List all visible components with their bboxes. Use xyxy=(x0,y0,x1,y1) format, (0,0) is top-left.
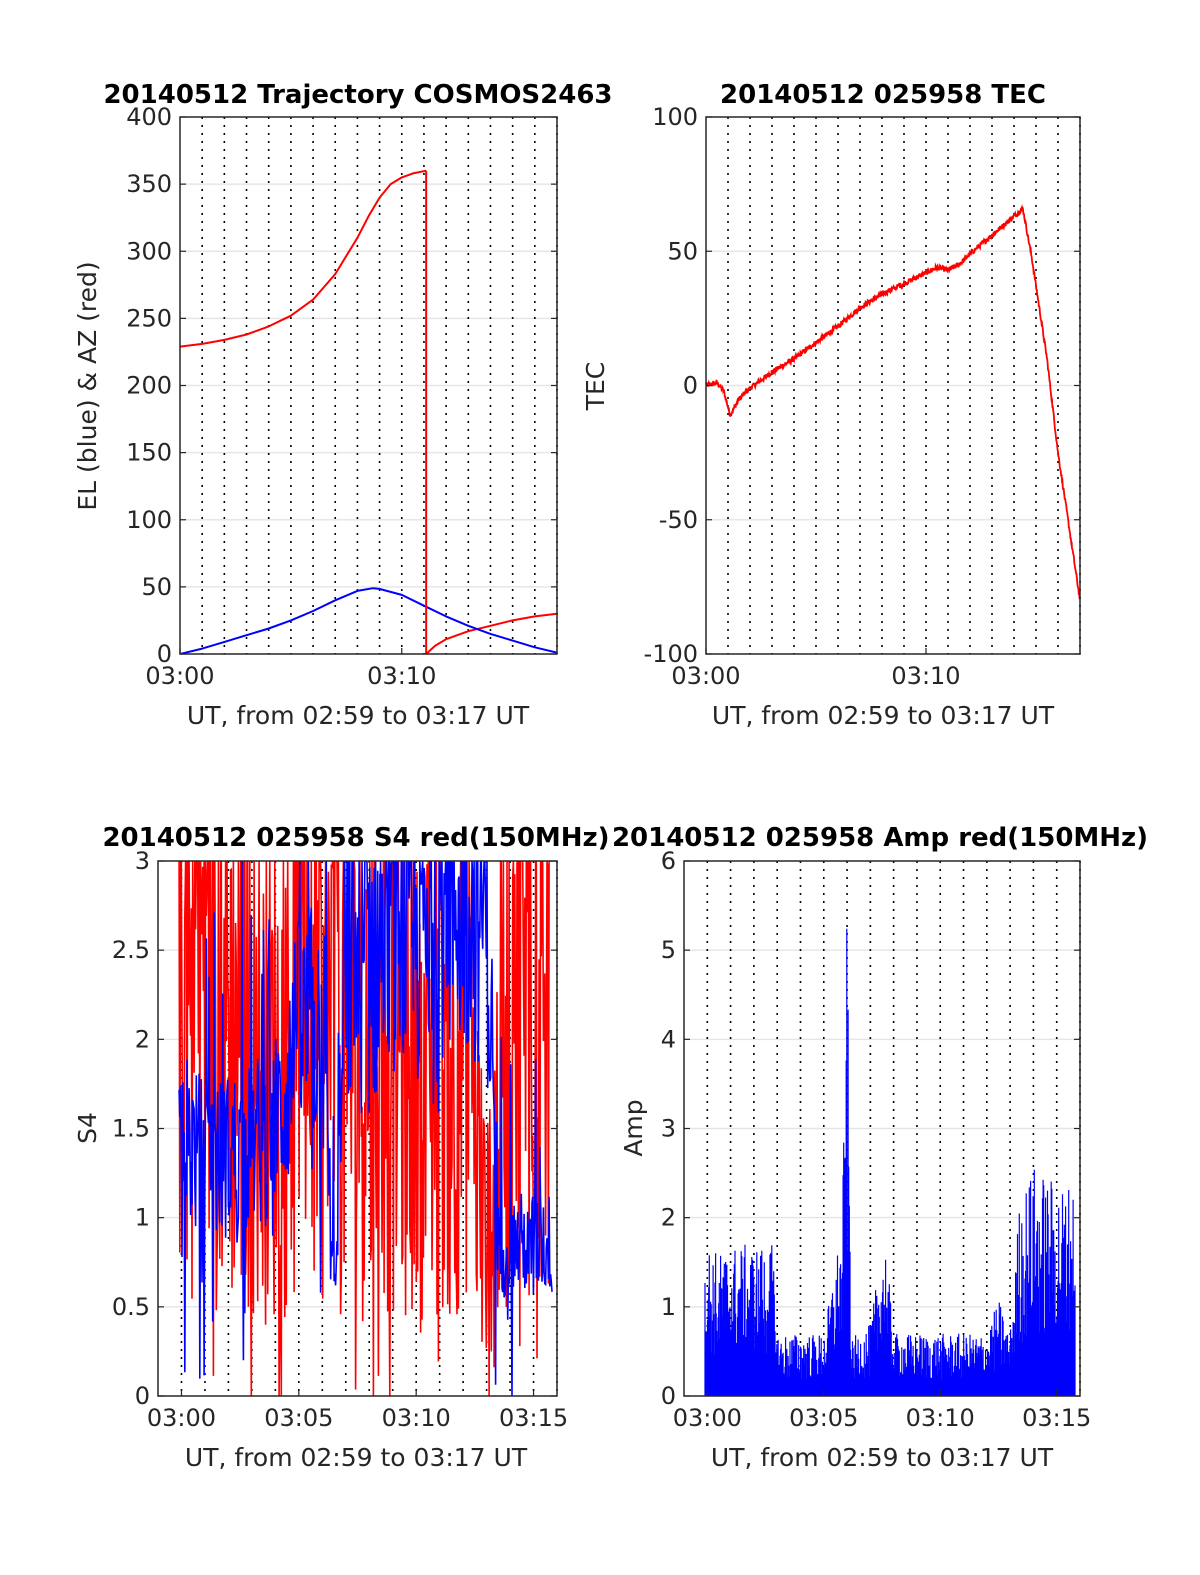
series-group xyxy=(706,204,1080,600)
y-tick-label: 300 xyxy=(126,237,172,265)
y-tick-label: 2.5 xyxy=(112,936,150,964)
y-tick-label: 2 xyxy=(135,1025,150,1053)
x-tick-label: 03:15 xyxy=(499,1404,568,1432)
y-tick-label: 350 xyxy=(126,170,172,198)
y-tick-label: 200 xyxy=(126,372,172,400)
amp-ylabel: Amp xyxy=(619,1099,648,1156)
y-tick-label: -100 xyxy=(644,640,698,668)
x-tick-label: 03:05 xyxy=(789,1404,858,1432)
y-tick-label: 100 xyxy=(652,103,698,131)
trajectory-ylabel: EL (blue) & AZ (red) xyxy=(73,261,102,510)
y-tick-label: 3 xyxy=(135,847,150,875)
y-tick-label: 0 xyxy=(683,372,698,400)
x-tick-label: 03:10 xyxy=(367,662,436,690)
panel-s4: 20140512 025958 S4 red(150MHz) UT, from … xyxy=(73,823,610,1472)
series-el xyxy=(180,587,557,654)
y-tick-label: 1.5 xyxy=(112,1115,150,1143)
series-red-channel xyxy=(178,861,552,1396)
y-tick-label: 50 xyxy=(141,573,172,601)
series-amp xyxy=(704,928,1076,1396)
y-tick-label: 1 xyxy=(135,1204,150,1232)
tec-ylabel: TEC xyxy=(581,362,610,412)
y-tick-label: 250 xyxy=(126,304,172,332)
x-tick-label: 03:00 xyxy=(671,662,740,690)
s4-ylabel: S4 xyxy=(73,1112,102,1144)
series-az-after-wrap xyxy=(425,612,557,654)
panel-trajectory: 20140512 Trajectory COSMOS2463 UT, from … xyxy=(73,80,613,730)
x-tick-label: 03:15 xyxy=(1022,1404,1091,1432)
series-group xyxy=(178,861,553,1396)
x-tick-label: 03:00 xyxy=(147,1404,216,1432)
y-tick-label: -50 xyxy=(659,506,698,534)
series-group xyxy=(704,928,1076,1396)
x-tick-label: 03:05 xyxy=(264,1404,333,1432)
tec-title: 20140512 025958 TEC xyxy=(720,80,1046,110)
x-tick-label: 03:10 xyxy=(906,1404,975,1432)
s4-title: 20140512 025958 S4 red(150MHz) xyxy=(102,823,609,853)
x-tick-label: 03:10 xyxy=(382,1404,451,1432)
y-tick-label: 0 xyxy=(157,640,172,668)
trajectory-title: 20140512 Trajectory COSMOS2463 xyxy=(103,80,612,110)
y-tick-label: 2 xyxy=(661,1204,676,1232)
y-tick-label: 150 xyxy=(126,439,172,467)
series-blue-channel xyxy=(178,861,553,1396)
amp-title: 20140512 025958 Amp red(150MHz) xyxy=(612,823,1148,853)
y-tick-label: 1 xyxy=(661,1293,676,1321)
y-tick-label: 3 xyxy=(661,1115,676,1143)
trajectory-xlabel: UT, from 02:59 to 03:17 UT xyxy=(187,701,530,730)
panel-tec: 20140512 025958 TEC UT, from 02:59 to 03… xyxy=(581,80,1081,730)
y-tick-label: 4 xyxy=(661,1025,676,1053)
y-tick-label: 0 xyxy=(661,1382,676,1410)
y-tick-label: 100 xyxy=(126,506,172,534)
y-tick-label: 0 xyxy=(135,1382,150,1410)
y-tick-label: 0.5 xyxy=(112,1293,150,1321)
tec-xlabel: UT, from 02:59 to 03:17 UT xyxy=(712,701,1055,730)
series-az-before-wrap xyxy=(180,169,427,348)
amp-xlabel: UT, from 02:59 to 03:17 UT xyxy=(711,1443,1054,1472)
y-tick-label: 400 xyxy=(126,103,172,131)
panel-amp: 20140512 025958 Amp red(150MHz) UT, from… xyxy=(612,823,1148,1472)
x-tick-label: 03:10 xyxy=(891,662,960,690)
s4-xlabel: UT, from 02:59 to 03:17 UT xyxy=(185,1443,528,1472)
y-tick-label: 6 xyxy=(661,847,676,875)
x-tick-label: 03:00 xyxy=(673,1404,742,1432)
series-group xyxy=(180,169,557,654)
y-tick-label: 50 xyxy=(667,237,698,265)
x-tick-label: 03:00 xyxy=(145,662,214,690)
y-tick-label: 5 xyxy=(661,936,676,964)
series-tec xyxy=(706,204,1080,600)
